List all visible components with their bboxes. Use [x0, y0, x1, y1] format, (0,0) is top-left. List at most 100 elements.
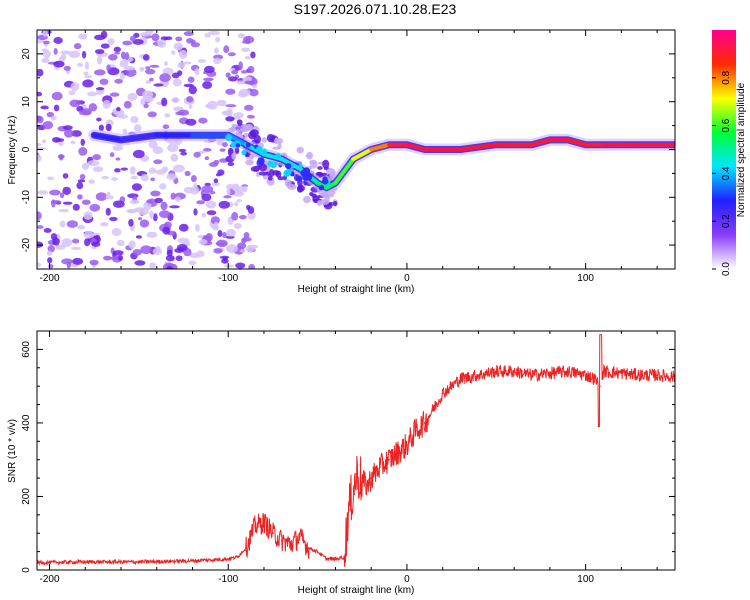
spectrogram-noise-blob	[171, 97, 180, 103]
snr-point	[356, 473, 358, 476]
spectrogram-ridge-segment	[333, 157, 356, 185]
spectrogram-noise-blob	[284, 179, 292, 188]
snr-point	[272, 532, 274, 535]
spectrogram-noise-blob	[167, 143, 179, 153]
spectrogram-noise-blob	[153, 159, 163, 165]
snr-point	[281, 539, 283, 542]
spectrogram-noise-blob	[321, 172, 328, 177]
spectrogram-noise-blob	[82, 79, 94, 88]
snr-point	[424, 422, 426, 424]
spectrogram-noise-blob	[142, 90, 154, 100]
snr-x-tick-label: 100	[577, 574, 594, 585]
spectrogram-y-tick-label: -10	[21, 190, 32, 205]
spectrogram-noise-blob	[206, 210, 217, 216]
spectrogram-noise-blob	[178, 49, 188, 59]
spectrogram-noise-blob	[245, 159, 254, 166]
spectrogram-noise-blob	[190, 42, 201, 48]
spectrogram-noise-blob	[93, 232, 101, 236]
spectrogram-noise-blob	[53, 37, 63, 44]
spectrogram-noise-blob	[73, 43, 82, 50]
spectrogram-noise-blob	[242, 185, 248, 193]
spectrogram-noise-blob	[183, 31, 194, 37]
spectrogram-noise-blob	[129, 35, 136, 42]
snr-point	[566, 370, 569, 373]
spectrogram-noise-blob	[223, 45, 230, 54]
spectrogram-noise-blob	[72, 257, 84, 265]
spectrogram-noise-blob	[226, 228, 236, 237]
spectrogram-noise-blob	[235, 147, 240, 154]
spectrogram-noise-blob	[112, 145, 124, 151]
spectrogram-noise-blob	[89, 203, 101, 212]
spectrogram-noise-blob	[185, 118, 197, 126]
spectrogram-noise-blob	[111, 177, 118, 181]
colorbar-ticks: 0.0 0.2 0.4 0.6 0.8	[712, 70, 732, 276]
spectrogram-noise-blob	[178, 148, 187, 153]
spectrogram-ridge-dot	[304, 172, 313, 181]
snr-point	[656, 374, 658, 376]
spectrogram-noise-blob	[218, 200, 230, 209]
spectrogram-ridge-dot	[295, 175, 302, 182]
snr-point	[263, 521, 265, 523]
spectrogram-noise-blob	[201, 212, 207, 218]
spectrogram-noise-blob	[166, 173, 177, 181]
snr-point	[84, 561, 87, 563]
spectrogram-noise-blob	[197, 234, 204, 239]
spectrogram-noise-blob	[80, 138, 85, 146]
spectrogram-noise-blob	[210, 216, 220, 225]
spectrogram-noise-blob	[140, 245, 152, 255]
spectrogram-noise-blob	[188, 85, 197, 95]
spectrogram-noise-blob	[116, 239, 125, 247]
spectrogram-noise-blob	[68, 90, 76, 96]
spectrogram-noise-blob	[143, 201, 152, 211]
spectrogram-noise-blob	[201, 193, 212, 202]
spectrogram-noise-blob	[162, 81, 169, 86]
spectrogram-ridge-dot	[285, 168, 292, 176]
spectrogram-noise-blob	[232, 185, 241, 192]
colorbar: 0.0 0.2 0.4 0.6 0.8 Normalized spectral ampl…	[712, 30, 747, 276]
spectrogram-ridge-dot	[285, 162, 292, 170]
spectrogram-noise-blob	[172, 164, 185, 173]
spectrogram-y-tick-label: 10	[21, 96, 32, 108]
spectrogram-ridge-segment	[118, 133, 159, 142]
colorbar-tick-label: 0.2	[721, 214, 732, 228]
spectrogram-noise-blob	[180, 151, 188, 156]
spectrogram-noise-blob	[108, 53, 118, 61]
spectrogram-noise-blob	[41, 57, 50, 63]
spectrogram-noise-blob	[124, 52, 130, 61]
spectrogram-noise-blob	[115, 157, 121, 161]
spectrogram-noise-blob	[186, 96, 194, 103]
snr-point	[236, 556, 238, 558]
spectrogram-noise-blob	[76, 181, 84, 190]
spectrogram-noise-blob	[41, 139, 47, 144]
spectrogram-noise-blob	[305, 154, 313, 158]
spectrogram-noise-blob	[158, 210, 171, 218]
spectrogram-noise-blob	[188, 260, 197, 266]
snr-point	[334, 558, 337, 560]
spectrogram-noise-blob	[317, 166, 323, 170]
spectrogram-noise-blob	[249, 129, 259, 138]
spectrogram-x-tick-label: 0	[404, 273, 410, 284]
snr-line	[37, 334, 675, 567]
spectrogram-noise-blob	[178, 223, 189, 232]
spectrogram-noise-blob	[94, 49, 105, 55]
spectrogram-noise-blob	[100, 43, 110, 49]
snr-x-tick-label: -200	[40, 574, 60, 585]
spectrogram-noise-blob	[213, 178, 219, 184]
spectrogram-noise-blob	[251, 84, 258, 89]
spectrogram-noise-blob	[183, 83, 194, 88]
spectrogram-noise-blob	[204, 156, 210, 161]
spectrogram-ridge-dot	[257, 157, 265, 165]
spectrogram-noise-blob	[198, 117, 208, 124]
spectrogram-noise-blob	[149, 262, 157, 269]
spectrogram-noise-blob	[233, 223, 242, 229]
spectrogram-ridge-core	[406, 143, 426, 151]
spectrogram-noise-blob	[175, 111, 185, 116]
spectrogram-noise-blob	[77, 194, 83, 200]
spectrogram-y-tick-label: 0	[21, 146, 32, 152]
spectrogram-noise-blob	[163, 61, 168, 66]
spectrogram-noise-blob	[53, 104, 60, 112]
snr-point	[415, 429, 417, 432]
colorbar-tick-label: 0.6	[721, 118, 732, 132]
snr-point	[450, 385, 453, 387]
spectrogram-noise-blob	[171, 263, 178, 269]
